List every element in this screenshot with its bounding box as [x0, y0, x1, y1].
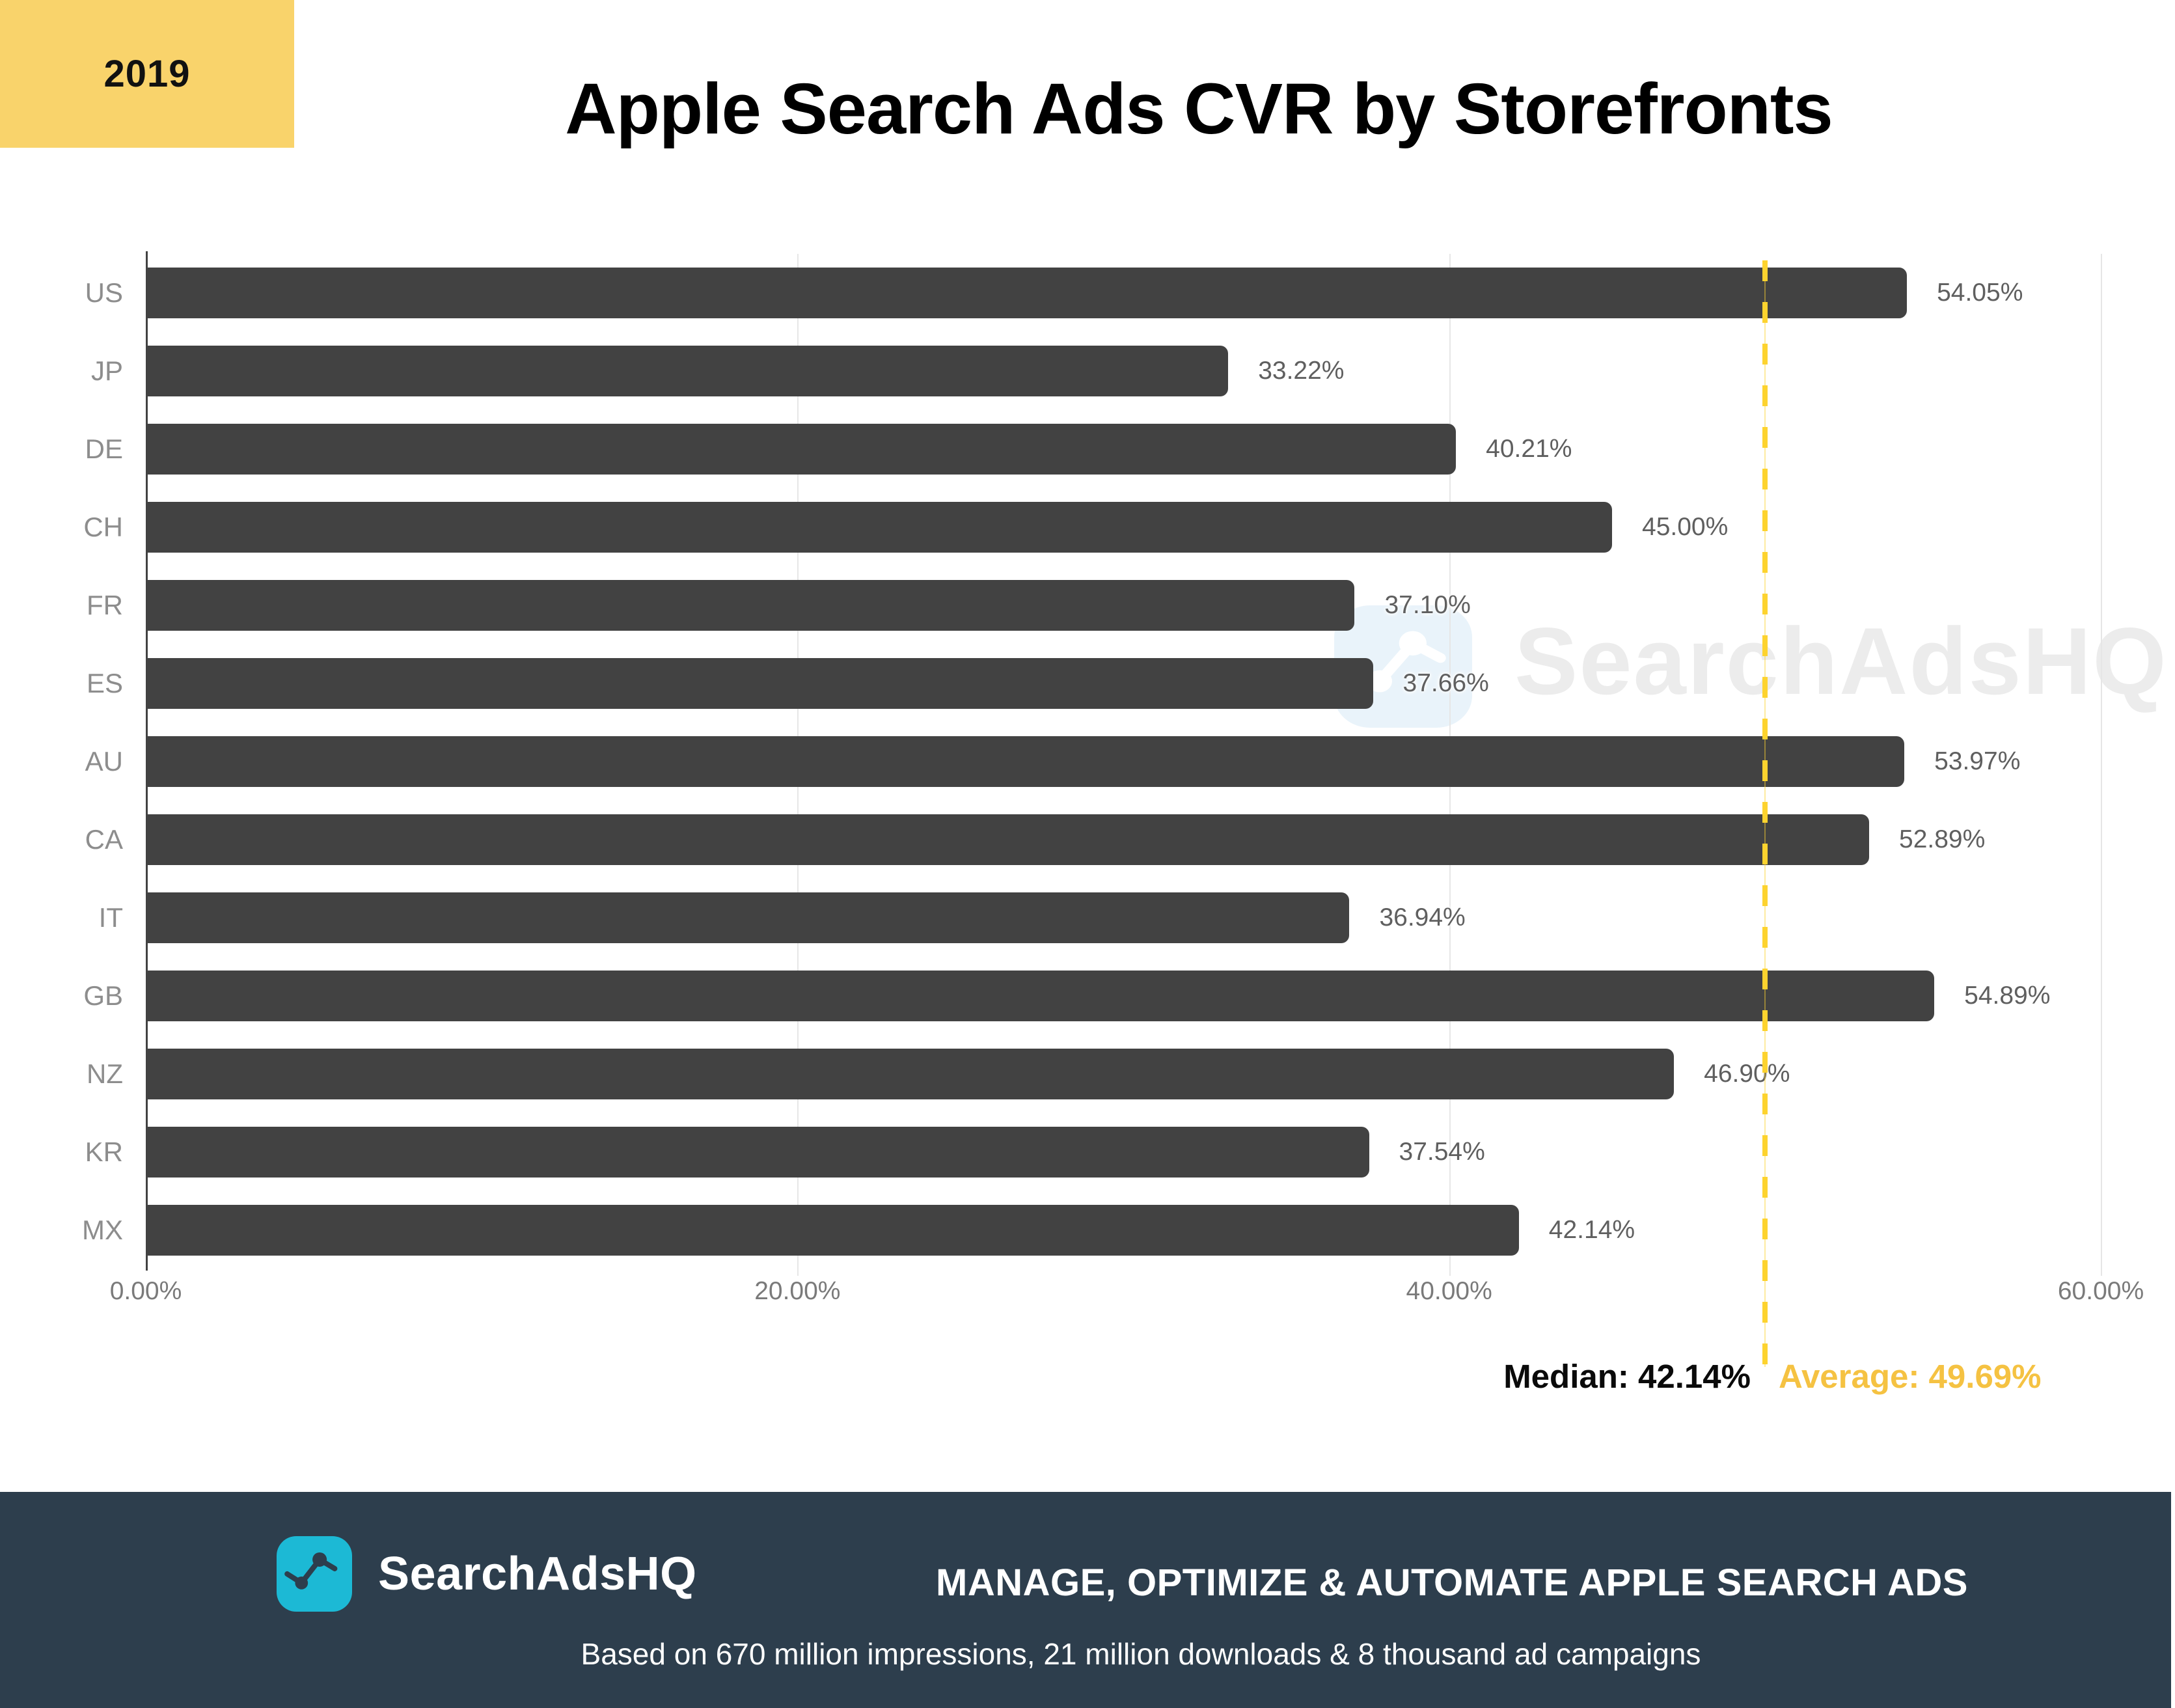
bar-row-kr: KR 37.54%	[85, 1113, 2101, 1191]
value-label: 45.00%	[1642, 513, 1729, 541]
bar	[146, 1049, 1675, 1099]
bar-row-nz: NZ 46.90%	[87, 1035, 2101, 1113]
plot-area: US 54.05% JP 33.22% DE 40.21% CH 45.00% FR 37.10%…	[82, 254, 2101, 1269]
category-label: US	[85, 277, 123, 308]
bar	[146, 346, 1229, 396]
bar-row-ch: CH 45.00%	[83, 488, 2101, 566]
bar	[146, 1205, 1519, 1256]
average-label: Average: 49.69%	[1779, 1358, 2042, 1395]
category-label: NZ	[87, 1058, 123, 1089]
category-label: JP	[90, 355, 123, 386]
footer-tagline: MANAGE, OPTIMIZE & AUTOMATE APPLE SEARCH…	[936, 1562, 1968, 1604]
value-label: 37.10%	[1384, 591, 1471, 619]
x-tick-label: 60.00%	[2057, 1277, 2144, 1305]
bar-row-mx: MX 42.14%	[82, 1191, 2101, 1269]
value-label: 40.21%	[1486, 435, 1572, 463]
footer-banner: SearchAdsHQ MANAGE, OPTIMIZE & AUTOMATE …	[0, 1492, 2171, 1708]
page-title: Apple Search Ads CVR by Storefronts	[565, 69, 1833, 149]
value-label: 37.66%	[1402, 669, 1489, 697]
bar-row-au: AU 53.97%	[85, 723, 2101, 801]
value-label: 36.94%	[1379, 903, 1466, 931]
bar	[146, 736, 1905, 787]
bar-row-de: DE 40.21%	[85, 410, 2101, 488]
brand-name: SearchAdsHQ	[378, 1548, 697, 1600]
category-label: FR	[87, 590, 123, 620]
category-label: CH	[83, 512, 123, 542]
bar	[146, 580, 1355, 631]
bar-chart: US 54.05% JP 33.22% DE 40.21% CH 45.00% FR 37.10%…	[82, 251, 2102, 1367]
footer-basis-note: Based on 670 million impressions, 21 mil…	[581, 1637, 1701, 1671]
bar-row-jp: JP 33.22%	[91, 332, 2101, 410]
brand-lockup: SearchAdsHQ	[277, 1536, 697, 1612]
bar	[146, 892, 1350, 943]
watermark-text: SearchAdsHQ	[1514, 608, 2168, 714]
value-label: 33.22%	[1258, 357, 1345, 385]
value-label: 54.89%	[1964, 982, 2051, 1010]
bar	[146, 502, 1612, 553]
bar	[146, 814, 1870, 865]
bar-row-fr: FR 37.10%	[87, 566, 2101, 644]
category-label: KR	[85, 1136, 123, 1167]
x-axis: 0.00% 20.00% 40.00% 60.00%	[110, 1277, 2144, 1310]
bar-row-it: IT 36.94%	[99, 879, 2101, 957]
value-label: 53.97%	[1934, 747, 2021, 775]
category-label: CA	[85, 824, 123, 855]
category-label: GB	[83, 980, 123, 1011]
searchadshq-logo-icon	[277, 1536, 352, 1612]
bar-row-es: ES 37.66%	[87, 644, 2101, 723]
average-line	[1762, 260, 1768, 1367]
year-badge: 2019	[0, 0, 294, 148]
bar	[146, 971, 1935, 1021]
gridline-60	[2101, 254, 2102, 1276]
bar	[146, 424, 1457, 475]
bar	[146, 268, 1908, 318]
value-label: 52.89%	[1899, 825, 1986, 853]
bar	[146, 658, 1373, 709]
category-label: DE	[85, 434, 123, 464]
x-tick-label: 20.00%	[754, 1277, 841, 1305]
value-label: 42.14%	[1548, 1216, 1635, 1244]
bar-row-gb: GB 54.89%	[83, 957, 2101, 1035]
category-label: MX	[82, 1215, 123, 1245]
category-label: AU	[85, 746, 123, 777]
bar-row-us: US 54.05%	[85, 254, 2101, 332]
x-tick-label: 40.00%	[1406, 1277, 1492, 1305]
category-label: ES	[86, 668, 123, 698]
median-label: Median: 42.14%	[1503, 1358, 1751, 1395]
category-label: IT	[98, 902, 123, 933]
x-tick-label: 0.00%	[109, 1277, 182, 1305]
value-label: 37.54%	[1399, 1138, 1485, 1166]
bar-row-ca: CA 52.89%	[85, 801, 2101, 879]
value-label: 54.05%	[1937, 279, 2023, 307]
bar	[146, 1127, 1369, 1178]
value-label: 46.90%	[1704, 1060, 1790, 1088]
y-axis-line	[146, 251, 148, 1271]
